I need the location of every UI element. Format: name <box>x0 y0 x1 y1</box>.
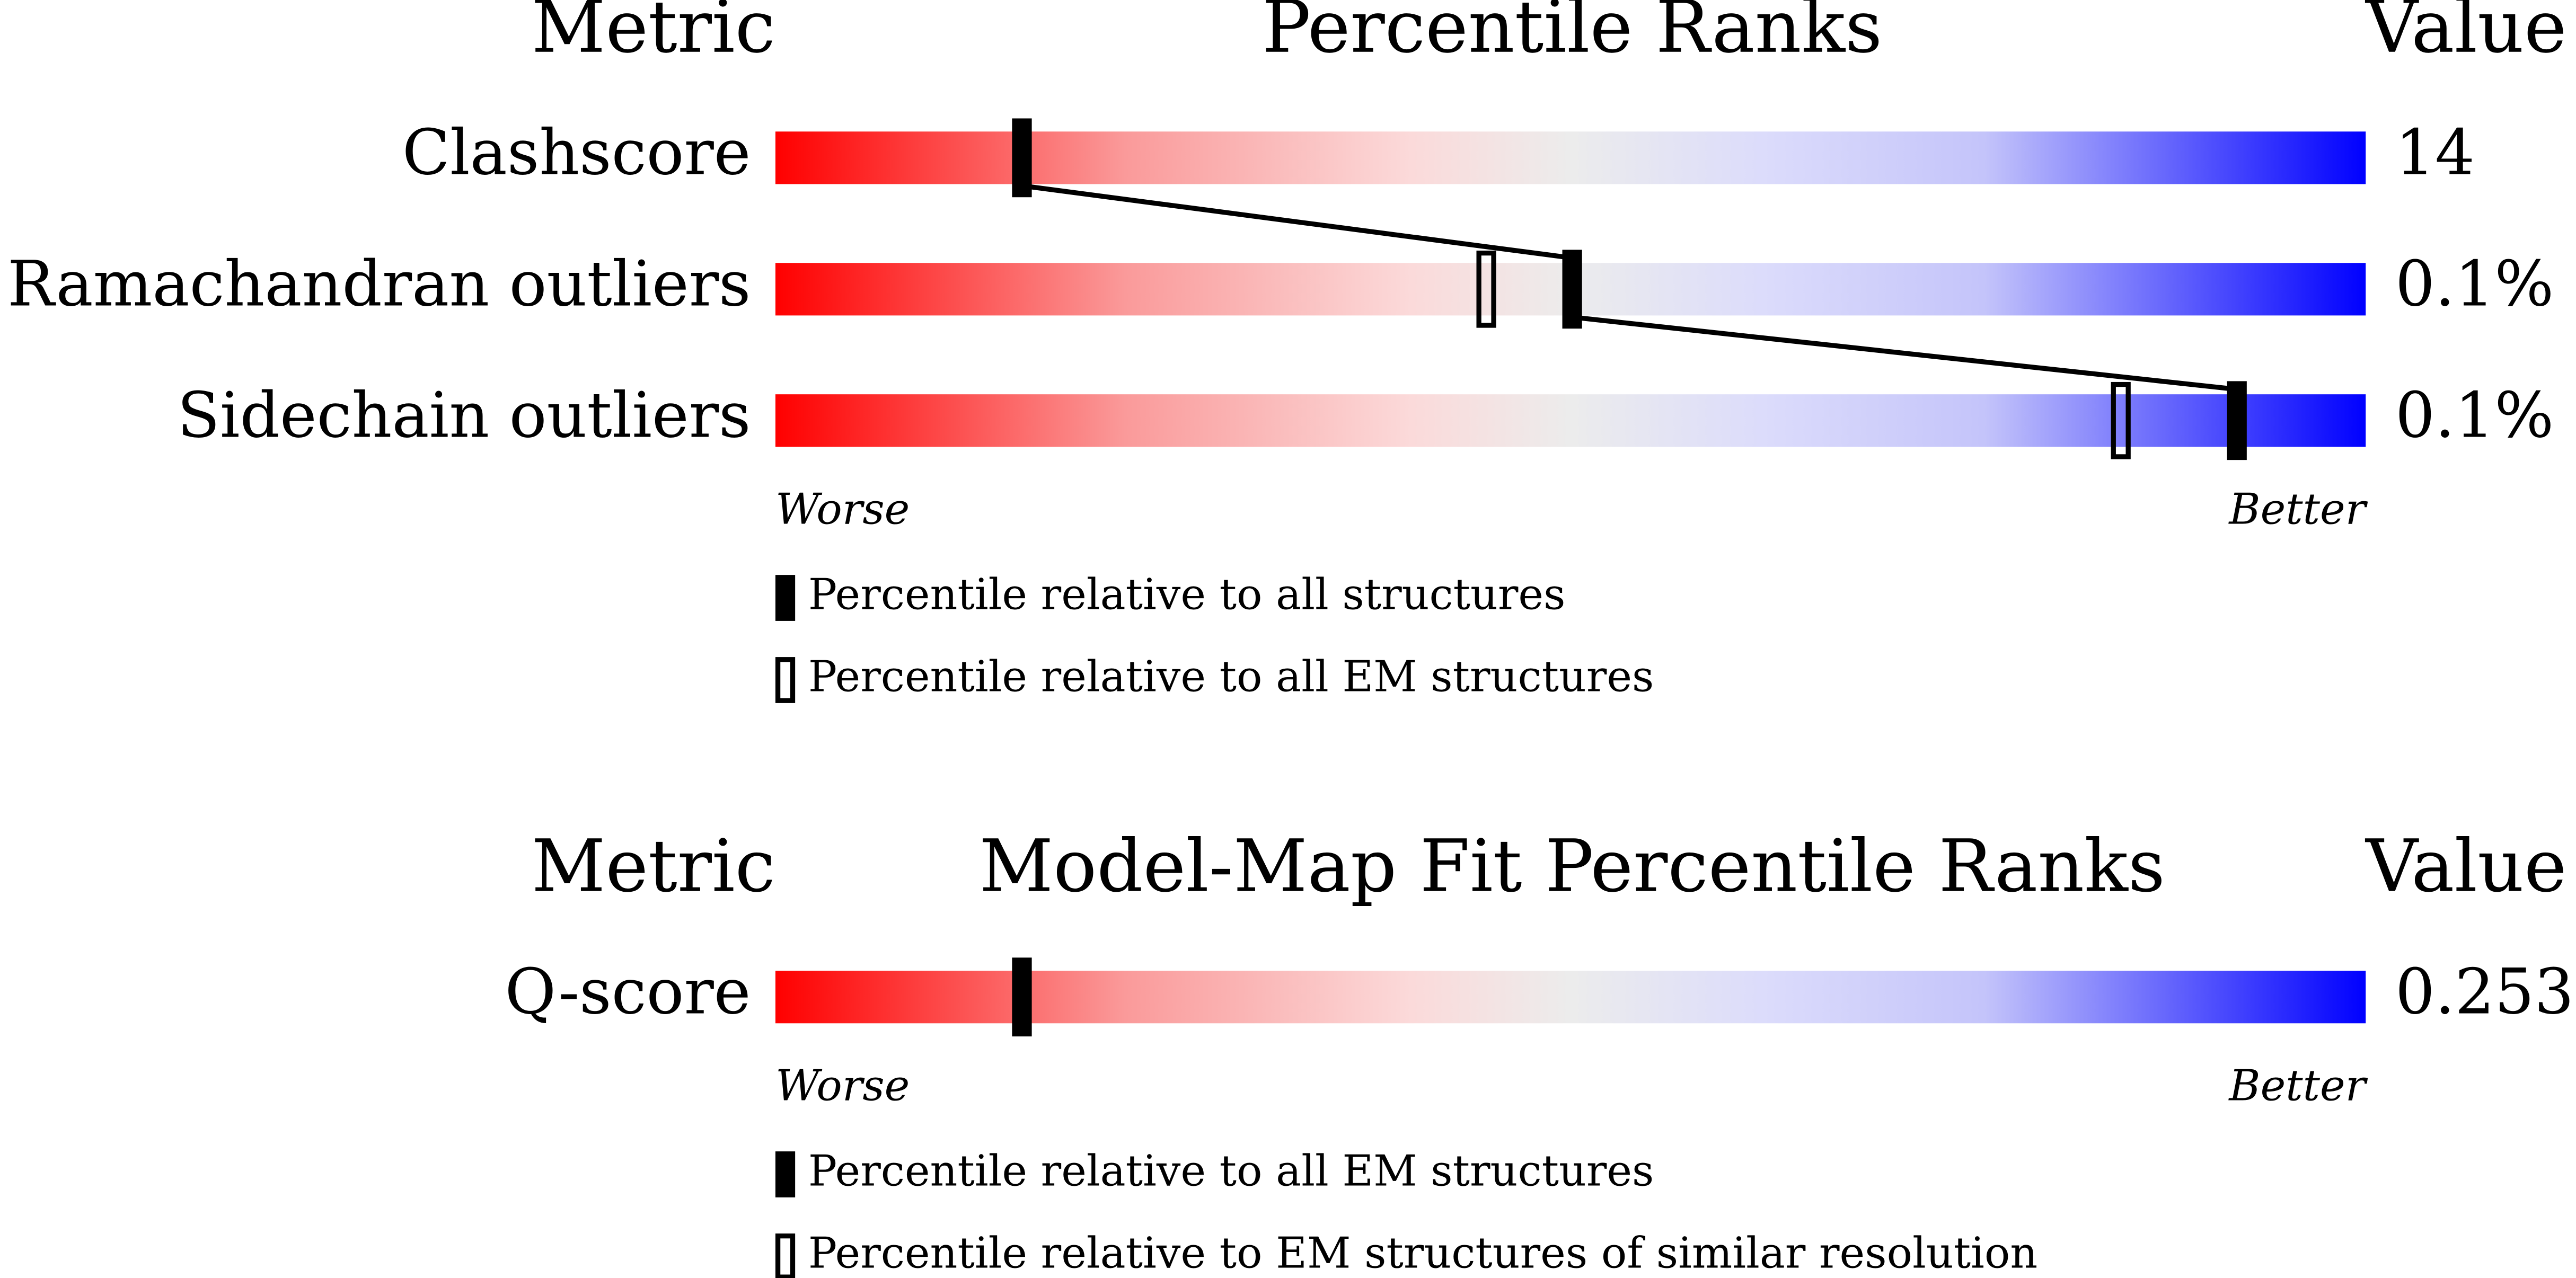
legend-icon-filled <box>775 575 796 621</box>
metric-label: Clashscore <box>402 116 751 189</box>
metric-label: Sidechain outliers <box>177 379 751 451</box>
metric-value: 0.1% <box>2395 247 2554 320</box>
legend-label: Percentile relative to all structures <box>808 570 1566 620</box>
marker-filled <box>2227 381 2247 460</box>
metric-header: Metric <box>532 824 775 909</box>
value-header: Value <box>2365 824 2566 909</box>
marker-filled <box>1012 957 1032 1037</box>
percentile-bar <box>775 971 2366 1024</box>
metric-value: 0.253 <box>2395 955 2574 1028</box>
legend-label: Percentile relative to all EM structures <box>808 1146 1654 1196</box>
legend-icon-open <box>775 1233 796 1278</box>
metric-header: Metric <box>532 0 775 69</box>
better-label: Better <box>2228 1061 2368 1111</box>
metric-value: 14 <box>2395 116 2475 189</box>
percentile-bar <box>775 131 2366 184</box>
legend-icon-filled <box>775 1151 796 1197</box>
panel-title: Model-Map Fit Percentile Ranks <box>980 824 2165 909</box>
marker-open <box>2111 381 2131 459</box>
marker-filled <box>1012 118 1032 198</box>
worse-label: Worse <box>775 484 910 534</box>
legend-label: Percentile relative to all EM structures <box>808 652 1654 702</box>
better-label: Better <box>2228 484 2368 534</box>
metric-value: 0.1% <box>2395 379 2554 451</box>
marker-filled <box>1562 250 1582 329</box>
legend-label: Percentile relative to EM structures of … <box>808 1228 2037 1278</box>
marker-open <box>1476 250 1496 328</box>
metric-label: Q-score <box>505 955 751 1028</box>
metric-label: Ramachandran outliers <box>7 247 751 320</box>
worse-label: Worse <box>775 1061 910 1111</box>
panel-title: Percentile Ranks <box>1262 0 1882 69</box>
legend-icon-open <box>775 657 796 703</box>
value-header: Value <box>2365 0 2566 69</box>
percentile-bar <box>775 394 2366 447</box>
